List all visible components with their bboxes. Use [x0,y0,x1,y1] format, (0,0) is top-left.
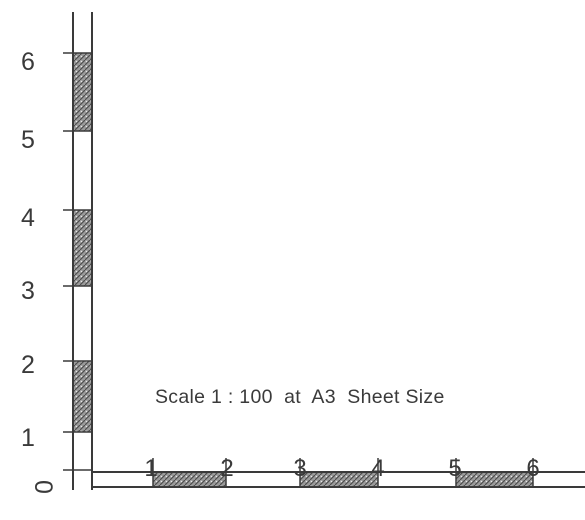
vertical-label-4: 4 [21,204,35,232]
horizontal-label-6: 6 [526,455,539,482]
horizontal-label-4: 4 [371,455,384,482]
horizontal-scale-labels: 1 2 3 4 5 6 [144,455,539,482]
vertical-segment-5-6 [74,53,91,131]
horizontal-label-3: 3 [293,455,306,482]
vertical-scale-bar [63,12,93,490]
vertical-label-1: 1 [21,424,35,452]
vertical-label-2: 2 [21,351,35,379]
vertical-label-3: 3 [21,277,35,305]
horizontal-label-2: 2 [220,455,233,482]
horizontal-label-5: 5 [448,455,461,482]
horizontal-label-1: 1 [144,455,157,482]
vertical-label-6: 6 [21,48,35,76]
horizontal-segment-3-4 [300,473,378,486]
vertical-segment-2-3 [74,286,91,361]
horizontal-segment-2-3 [226,473,300,486]
horizontal-segment-1-2 [153,473,226,486]
vertical-segment-4-5 [74,131,91,210]
scale-note: Scale 1 : 100 at A3 Sheet Size [155,386,445,408]
vertical-scale-labels: 0 1 2 3 4 5 6 [21,48,57,494]
vertical-segment-0-1 [74,432,91,470]
vertical-label-5: 5 [21,126,35,154]
vertical-segment-1-2 [74,361,91,432]
vertical-label-0: 0 [29,480,57,494]
horizontal-segment-0-1 [95,473,153,486]
horizontal-segment-5-6 [456,473,533,486]
horizontal-segment-4-5 [378,473,456,486]
vertical-segment-3-4 [74,210,91,286]
horizontal-scale-bar [92,458,585,488]
